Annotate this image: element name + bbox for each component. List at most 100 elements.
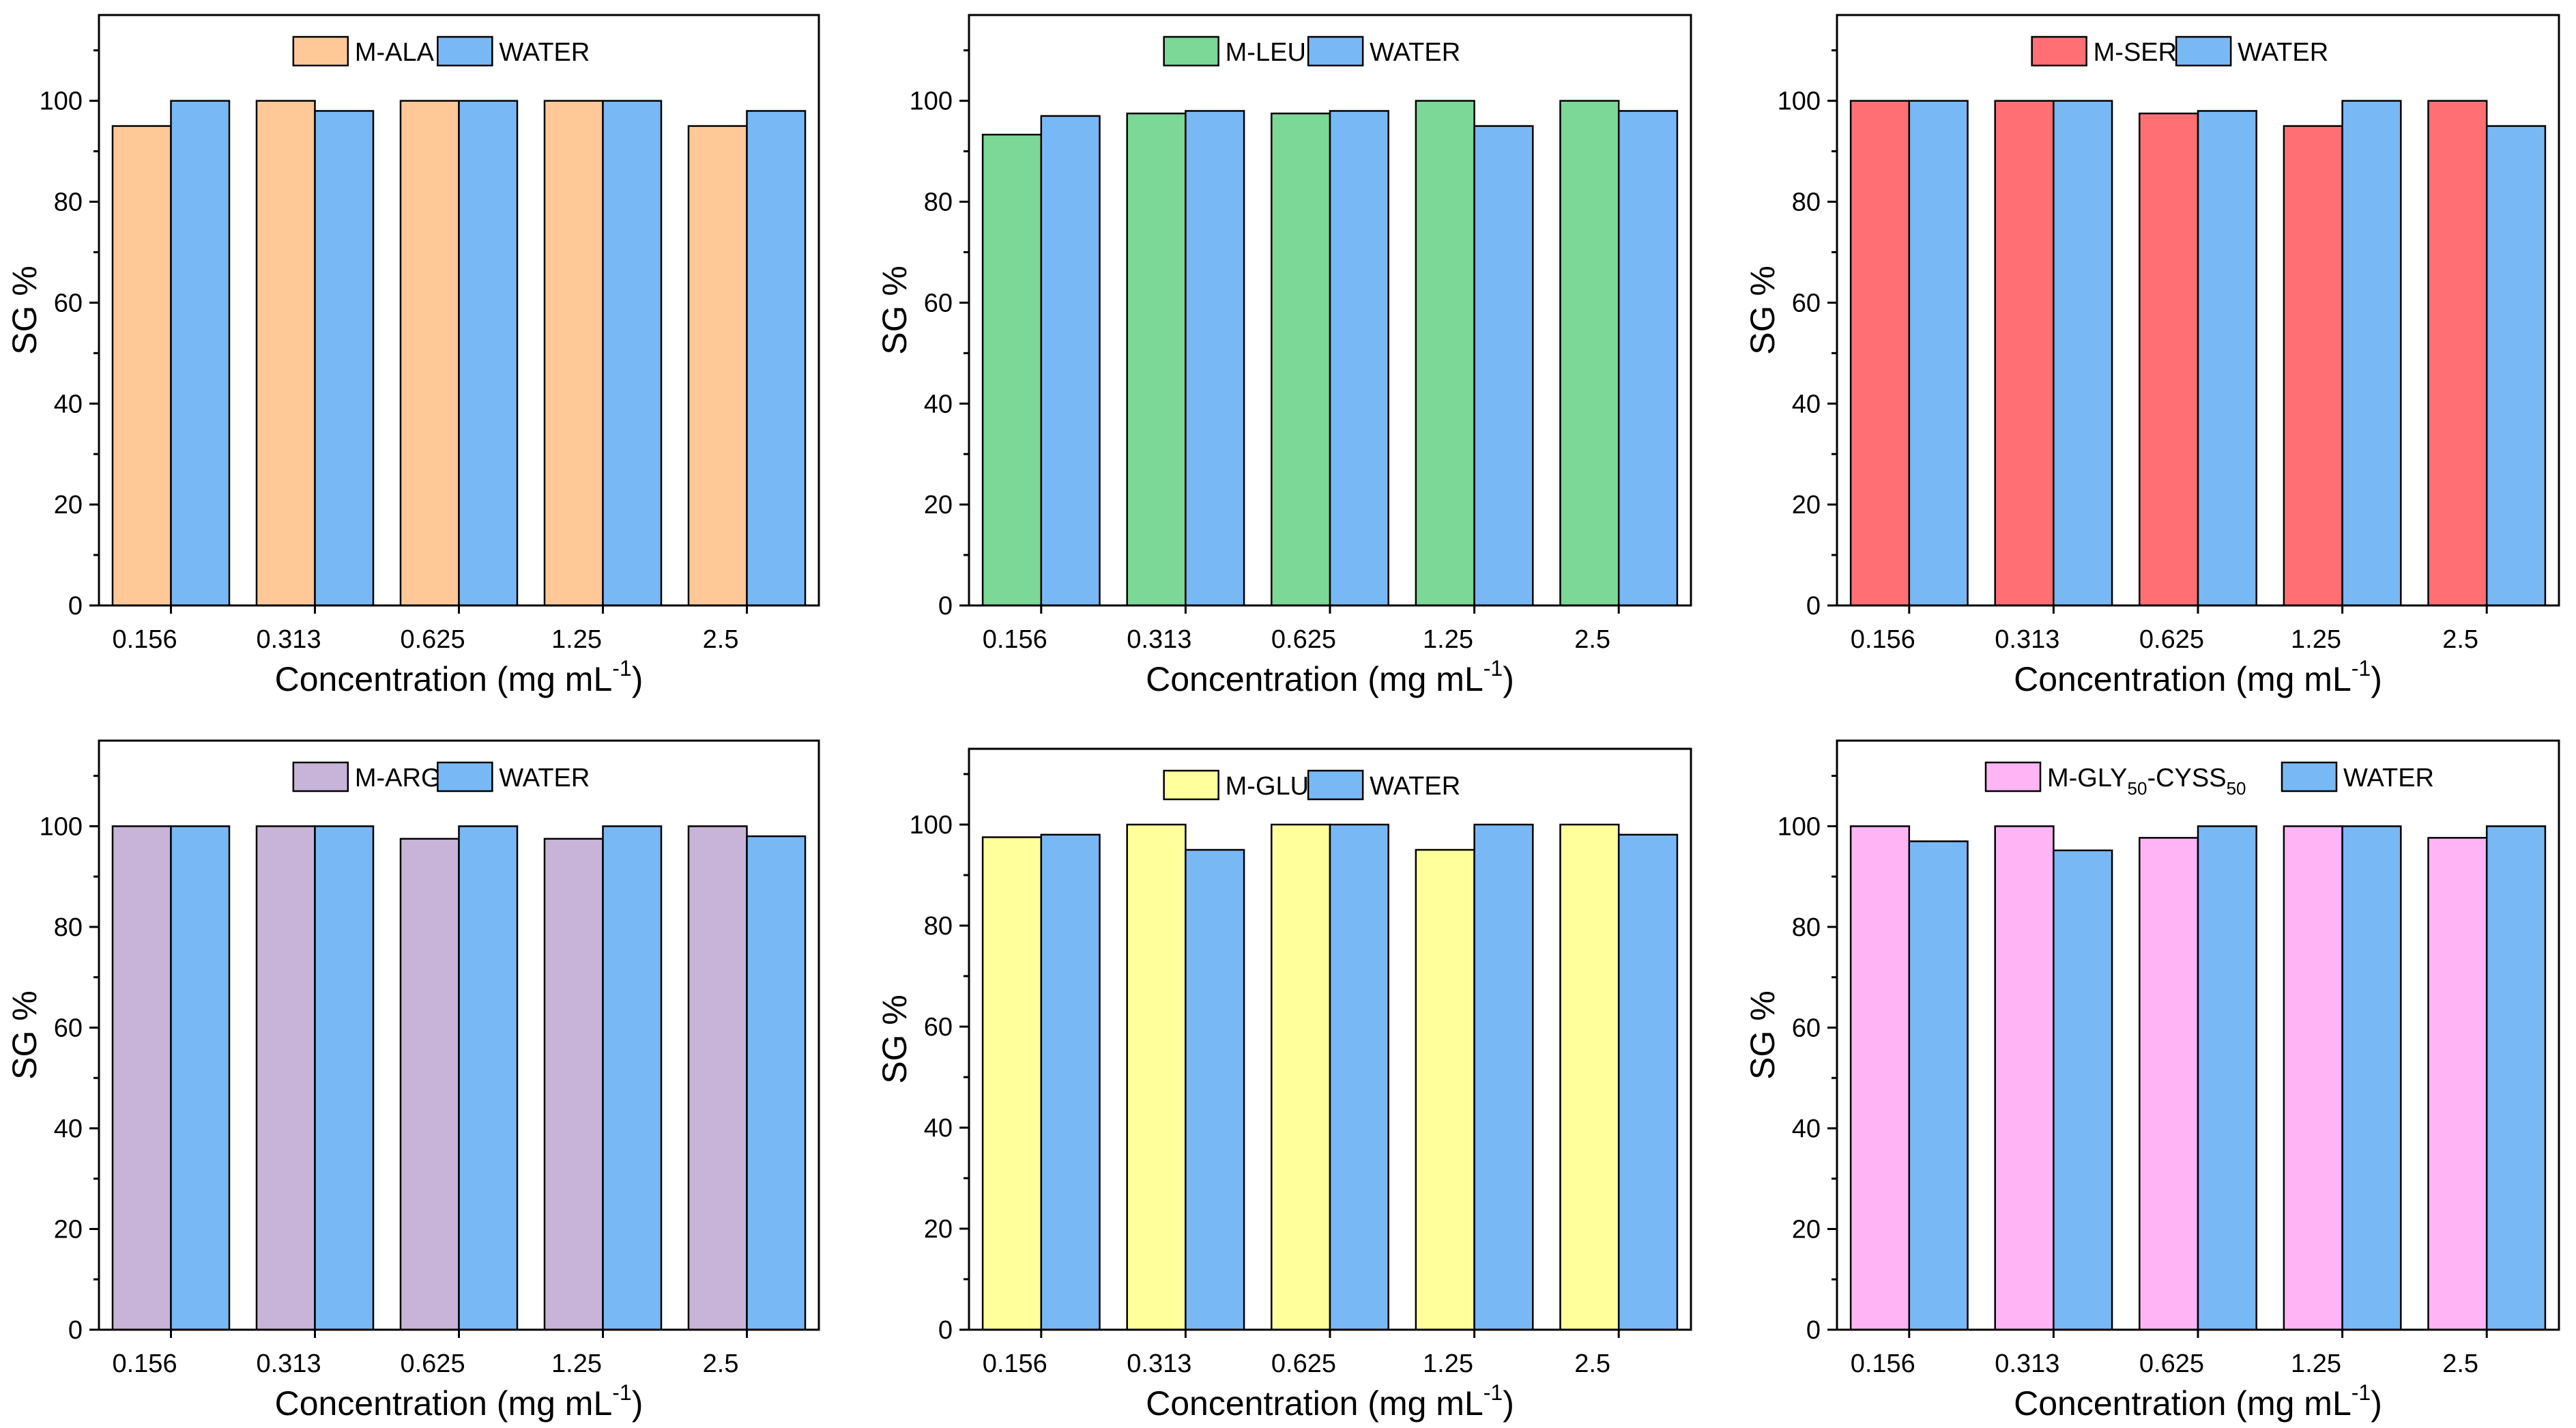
legend-label: WATER [2343,764,2434,792]
legend-swatch-water [437,761,493,792]
bar-water-4 [1473,125,1534,607]
bar-water-4 [1473,823,1534,1331]
x-axis-label: Concentration (mg mL-1) [275,1380,643,1423]
y-axis-label: SG % [5,990,44,1080]
chart-panel-5: 0 20 40 60 80 100 0.156 0.313 0.625 1.25 2.5 SG % Co… [875,747,1692,1423]
legend: M-ALA WATER [292,35,590,67]
x-axis-label: Concentration (mg mL-1) [275,656,643,698]
bar-m-ser-3 [2139,112,2199,607]
chart-panel-1: 0 20 40 60 80 100 0.156 0.313 0.625 1.25 2.5 SG % Co… [5,14,820,698]
bar-water-2 [1185,848,1245,1331]
y-tick-label: 100 [910,87,953,116]
bar-m-gly50-cyss50-4 [2283,825,2343,1331]
x-tick-label: 1.25 [2291,625,2341,654]
x-tick-label: 0.156 [112,625,177,654]
bar-water-3 [1329,823,1389,1331]
x-tick-label: 0.313 [256,625,321,654]
legend-swatch-water [2175,35,2232,67]
bar-water-5 [2485,825,2547,1331]
x-tick-label: 0.625 [1271,1350,1336,1378]
x-tick-label: 2.5 [2442,625,2478,654]
legend: M-GLY50-CYSS50 WATER [1984,761,2434,799]
bar-m-ser-5 [2427,100,2488,607]
legend-swatch-water [1307,769,1364,801]
x-tick-label: 0.625 [1271,625,1336,654]
bar-water-5 [2485,125,2547,607]
y-tick-label: 80 [54,913,83,942]
x-tick-label: 0.313 [1995,1350,2059,1378]
legend-swatch-m-leu [1163,35,1219,67]
y-tick-label: 40 [924,390,953,418]
legend-label: M-GLY50-CYSS50 [2047,764,2246,799]
bar-m-glu-4 [1415,848,1475,1331]
x-tick-label: 0.156 [983,625,1047,654]
bar-m-leu-2 [1126,112,1187,607]
bar-water-4 [602,825,663,1331]
x-tick-label: 0.156 [1851,1350,1915,1378]
x-axis-label: Concentration (mg mL-1) [1146,1380,1514,1423]
legend-label: M-ALA [355,38,435,67]
y-axis-label: SG % [875,266,914,355]
bar-m-leu-1 [981,133,1043,607]
bar-water-3 [458,825,519,1331]
y-tick-label: 60 [1792,289,1821,317]
chart-panel-3: 0 20 40 60 80 100 0.156 0.313 0.625 1.25 2.5 SG % Co… [1743,14,2560,698]
x-tick-label: 0.156 [1851,625,1915,654]
y-tick-label: 60 [924,1013,953,1042]
y-tick-label: 100 [1778,87,1821,116]
bar-m-gly50-cyss50-2 [1994,825,2055,1331]
y-tick-label: 40 [1792,1115,1821,1143]
bar-m-arg-5 [687,825,748,1331]
y-tick-label: 100 [910,811,953,840]
x-tick-label: 2.5 [2442,1350,2478,1378]
bar-water-3 [1329,110,1389,607]
legend-swatch-m-glu [1163,769,1219,801]
x-tick-label: 2.5 [1574,1350,1610,1378]
y-tick-label: 60 [924,289,953,317]
legend-swatch-m-ser [2031,35,2087,67]
y-tick-label: 80 [1792,913,1821,942]
legend-swatch-m-arg [292,761,349,792]
bar-m-leu-4 [1415,100,1475,607]
y-tick-label: 20 [54,491,83,519]
y-tick-label: 100 [40,812,83,841]
bar-water-2 [2053,100,2113,607]
bar-water-4 [2341,825,2402,1331]
legend-label: M-SER [2094,38,2177,67]
legend-label: WATER [2238,38,2328,67]
bar-m-ser-4 [2283,125,2343,607]
x-tick-label: 2.5 [1574,625,1610,654]
x-tick-label: 0.313 [256,1350,321,1378]
chart-panel-6: 0 20 40 60 80 100 0.156 0.313 0.625 1.25 2.5 SG % Co… [1743,739,2560,1423]
bar-water-3 [2197,825,2257,1331]
bar-m-ala-4 [543,100,604,607]
x-tick-label: 2.5 [703,1350,739,1378]
x-tick-label: 1.25 [1423,625,1473,654]
bar-m-glu-3 [1271,823,1331,1331]
y-tick-label: 0 [1806,1316,1821,1345]
legend-swatch-water [437,35,493,67]
legend-label: WATER [499,764,590,792]
bar-m-arg-2 [255,825,316,1331]
x-tick-label: 1.25 [1423,1350,1473,1378]
legend: M-ARG WATER [292,761,590,792]
y-tick-label: 0 [1806,592,1821,620]
legend-swatch-water [2281,761,2338,792]
x-tick-label: 0.313 [1995,625,2059,654]
x-tick-label: 1.25 [2291,1350,2341,1378]
y-tick-label: 80 [54,188,83,217]
x-tick-label: 0.625 [2139,625,2204,654]
legend-label: M-LEU [1226,38,1306,67]
bar-water-5 [746,835,807,1331]
bar-water-3 [458,100,519,607]
legend-swatch-m-ala [292,35,349,67]
bar-m-arg-4 [543,838,604,1331]
y-tick-label: 20 [54,1215,83,1244]
bar-water-1 [170,100,231,607]
bar-water-5 [746,110,807,607]
bar-m-gly50-cyss50-3 [2139,837,2199,1331]
y-tick-label: 40 [54,1115,83,1143]
bar-m-arg-3 [399,838,460,1331]
bar-m-ser-2 [1994,100,2055,607]
legend-label: M-ARG [355,764,442,792]
